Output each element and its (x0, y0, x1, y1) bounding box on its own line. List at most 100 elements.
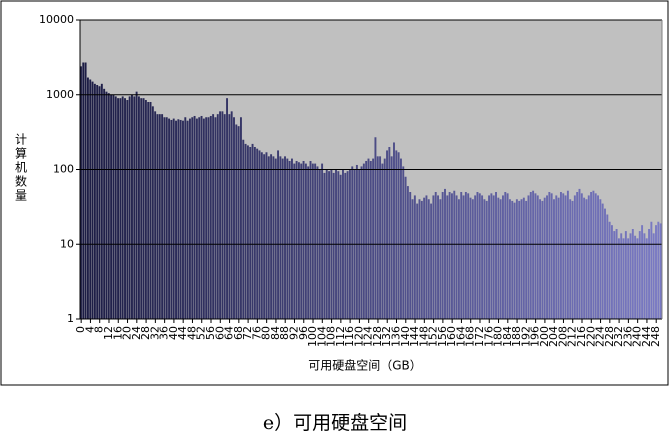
caption: e）可用硬盘空间 (263, 412, 407, 434)
bar (302, 160, 305, 319)
bar (638, 231, 641, 319)
bar (379, 156, 382, 319)
bar (553, 199, 555, 319)
bar (258, 150, 261, 319)
x-tick-label: 128 (371, 326, 384, 347)
x-tick-label: 204 (547, 326, 560, 347)
bar (504, 192, 507, 319)
bar (279, 156, 282, 319)
bar (82, 62, 85, 320)
bar (471, 199, 474, 319)
bar (432, 195, 435, 319)
bar (594, 193, 597, 319)
x-tick-label: 208 (556, 326, 569, 347)
bar (177, 119, 180, 320)
bar (460, 192, 463, 319)
bar (481, 195, 484, 319)
x-tick-label: 164 (454, 326, 467, 347)
bar (587, 195, 590, 319)
bar (622, 238, 625, 319)
bar (216, 114, 219, 319)
bar (483, 199, 486, 319)
bar (413, 195, 416, 319)
bar (513, 202, 516, 319)
bar (89, 79, 92, 319)
bar (585, 199, 588, 319)
bar (444, 188, 446, 319)
bar (627, 238, 630, 319)
bar (629, 233, 632, 319)
bar (534, 193, 537, 319)
x-tick-label: 60 (213, 326, 226, 340)
bar (641, 225, 644, 319)
bar (288, 160, 291, 319)
bar (246, 145, 249, 319)
bar (645, 238, 648, 319)
bar (140, 98, 143, 319)
bar (191, 117, 194, 320)
x-tick-label: 32 (148, 326, 161, 340)
bar (235, 124, 238, 319)
bar (249, 146, 252, 319)
x-tick-label: 28 (139, 326, 152, 340)
bar (323, 172, 326, 319)
bar (532, 190, 535, 319)
bar (541, 200, 544, 319)
bar (464, 192, 467, 319)
bar (158, 114, 161, 319)
bar (386, 150, 388, 319)
bar (395, 150, 398, 319)
x-tick-label: 224 (594, 326, 607, 347)
x-tick-label: 84 (269, 326, 282, 340)
bar (615, 228, 618, 319)
x-tick-label: 220 (584, 326, 597, 347)
bar (300, 163, 303, 319)
bar (233, 117, 235, 320)
x-tick-label: 176 (482, 326, 495, 347)
bar (650, 221, 653, 319)
bar (304, 163, 307, 319)
bar (573, 195, 576, 319)
bar (239, 117, 242, 320)
bar (659, 223, 662, 319)
bar (170, 119, 173, 319)
y-tick-label: 10000 (39, 13, 74, 26)
bar (430, 203, 433, 319)
bar (205, 117, 208, 320)
bar (562, 193, 565, 319)
bar (416, 203, 419, 319)
bar (267, 156, 270, 319)
bar (631, 228, 634, 319)
bar (367, 158, 370, 319)
bar (497, 197, 500, 319)
x-tick-label: 108 (325, 326, 338, 347)
bar (539, 199, 542, 319)
x-tick-label: 68 (232, 326, 245, 340)
x-tick-label: 76 (250, 326, 263, 340)
bar (124, 98, 126, 319)
x-tick-label: 16 (111, 326, 124, 340)
x-tick-label: 144 (408, 326, 421, 347)
bar (202, 118, 205, 320)
bar (188, 118, 191, 320)
bar (555, 195, 558, 319)
x-tick-label: 104 (315, 326, 328, 347)
y-tick-label: 1000 (46, 88, 74, 101)
bar (307, 166, 310, 319)
bar (571, 200, 574, 319)
bar (346, 171, 349, 319)
x-tick-label: 156 (436, 326, 449, 347)
x-tick-label: 120 (352, 326, 365, 347)
bar (499, 199, 502, 319)
bar (230, 111, 233, 319)
bar (237, 126, 240, 319)
x-tick-label: 196 (529, 326, 542, 347)
bar (566, 190, 569, 319)
bar (131, 94, 133, 319)
bar (448, 192, 451, 319)
bar (446, 195, 449, 319)
bar (388, 146, 391, 319)
bar (344, 172, 347, 319)
bar (212, 114, 215, 319)
bar (103, 88, 106, 319)
